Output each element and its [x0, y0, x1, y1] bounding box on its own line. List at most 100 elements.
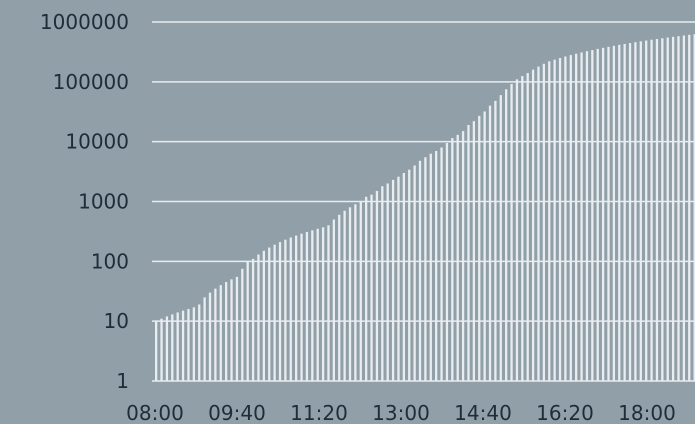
y-tick-label: 100000 — [53, 70, 129, 94]
bar-08:35 — [192, 307, 195, 381]
y-tick-label: 10 — [104, 309, 129, 333]
bar-11:35 — [386, 183, 389, 381]
bar-09:40 — [262, 250, 265, 381]
bar-10:00 — [284, 239, 287, 381]
bar-16:00 — [671, 36, 675, 382]
x-tick-label: 16:20 — [536, 401, 594, 424]
bar-08:20 — [176, 312, 179, 381]
bar-08:10 — [165, 316, 169, 381]
bar-14:25 — [569, 55, 572, 382]
y-axis-ticks: 1 10 100 1000 10000 100000 1000000 — [40, 10, 129, 393]
bar-12:00 — [413, 165, 416, 381]
bar-12:25 — [440, 147, 443, 381]
bar-09:10 — [230, 279, 233, 381]
bar-15:35 — [645, 40, 648, 382]
bar-15:05 — [612, 45, 616, 381]
bar-15:55 — [666, 37, 669, 381]
bar-13:00 — [478, 115, 481, 381]
bar-15:15 — [623, 43, 626, 381]
bar-11:00 — [348, 207, 352, 381]
bar-08:05 — [160, 318, 163, 381]
bar-10:05 — [289, 237, 292, 381]
bar-15:45 — [655, 38, 659, 382]
bar-13:40 — [521, 76, 524, 381]
bar-13:10 — [488, 105, 492, 382]
bar-08:25 — [181, 310, 185, 381]
bar-14:30 — [575, 53, 578, 381]
bar-14:10 — [553, 59, 556, 382]
bar-09:05 — [225, 282, 228, 381]
bar-16:20 — [693, 34, 695, 381]
bar-13:30 — [510, 84, 513, 381]
bar-10:15 — [300, 233, 303, 381]
bar-09:50 — [273, 244, 276, 381]
bar-15:00 — [607, 46, 610, 382]
bar-15:30 — [639, 41, 642, 382]
bar-10:50 — [338, 214, 341, 381]
bar-14:55 — [601, 47, 605, 381]
bar-15:20 — [628, 43, 632, 381]
bar-11:15 — [365, 196, 368, 381]
bar-16:10 — [682, 35, 686, 382]
bar-11:25 — [375, 190, 379, 381]
bar-15:10 — [618, 44, 621, 381]
bar-14:50 — [596, 48, 599, 381]
bar-10:10 — [295, 235, 298, 381]
bar-12:20 — [435, 150, 438, 381]
x-tick-label: 08:00 — [126, 401, 184, 424]
bar-10:35 — [321, 227, 325, 381]
bar-13:20 — [499, 95, 502, 381]
bar-14:45 — [591, 50, 594, 382]
x-tick-label: 14:40 — [454, 401, 512, 424]
bar-14:40 — [585, 51, 589, 381]
bar-10:25 — [311, 230, 314, 381]
bar-10:40 — [327, 225, 330, 381]
bar-12:50 — [467, 124, 470, 381]
bar-10:45 — [332, 219, 336, 381]
bar-13:15 — [494, 100, 497, 381]
bar-15:40 — [650, 39, 653, 382]
bar-11:10 — [359, 201, 362, 381]
bar-15:50 — [661, 38, 664, 381]
bar-13:25 — [505, 89, 508, 381]
bar-14:35 — [580, 52, 583, 381]
x-tick-label: 18:00 — [618, 401, 676, 424]
y-tick-label: 100 — [91, 249, 129, 273]
bar-13:55 — [537, 66, 540, 381]
bar-09:45 — [268, 247, 271, 381]
x-tick-label: 09:40 — [208, 401, 266, 424]
bar-09:35 — [257, 254, 260, 381]
bar-10:20 — [305, 231, 309, 381]
y-tick-label: 1000 — [78, 190, 129, 214]
bar-11:30 — [381, 186, 384, 381]
bar-08:00 — [155, 321, 158, 381]
bar-08:55 — [214, 288, 217, 381]
bar-08:30 — [187, 308, 190, 381]
bar-12:05 — [418, 160, 422, 381]
bar-13:50 — [531, 69, 535, 382]
bar-09:30 — [251, 258, 255, 381]
bar-08:15 — [171, 314, 174, 381]
bar-11:45 — [397, 176, 400, 381]
bar-16:15 — [688, 34, 691, 382]
bar-10:55 — [343, 210, 346, 381]
bar-12:35 — [451, 138, 454, 381]
bar-08:45 — [203, 297, 206, 381]
x-tick-label: 11:20 — [290, 401, 348, 424]
bar-14:00 — [542, 63, 546, 381]
bar-09:00 — [219, 285, 222, 381]
bar-11:05 — [354, 204, 357, 381]
bars — [155, 34, 695, 382]
bar-13:05 — [483, 111, 486, 381]
bar-13:35 — [515, 79, 519, 381]
bar-14:15 — [558, 58, 562, 381]
bar-12:55 — [472, 121, 476, 381]
bar-11:20 — [370, 194, 373, 381]
bar-12:40 — [456, 134, 459, 381]
bar-11:50 — [402, 172, 406, 381]
y-tick-label: 10000 — [65, 130, 129, 154]
y-tick-label: 1000000 — [40, 10, 129, 34]
bar-12:10 — [424, 157, 427, 381]
bar-10:30 — [316, 228, 319, 381]
